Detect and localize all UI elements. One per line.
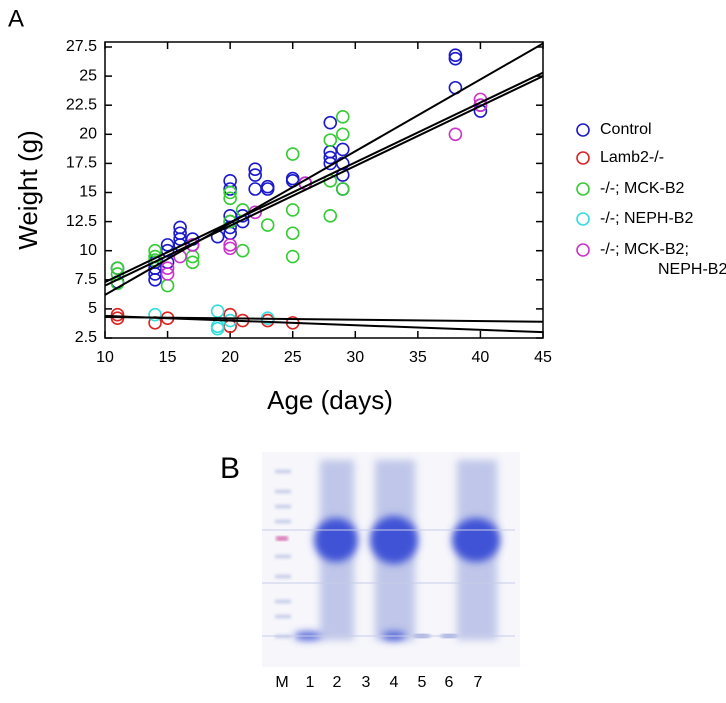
data-point	[448, 127, 463, 142]
y-tick-label: 2.5	[75, 329, 97, 346]
lane-label: 5	[418, 674, 427, 691]
data-point	[210, 304, 225, 319]
data-point	[110, 307, 125, 322]
data-point	[335, 182, 350, 196]
data-point	[148, 243, 162, 258]
lane-label: 1	[306, 674, 315, 691]
lane-labels: M 1 2 3 4 5 6 7	[275, 674, 482, 691]
data-point	[285, 203, 300, 217]
y-tick-label: 25	[79, 67, 97, 84]
data-point	[260, 218, 275, 232]
data-point	[160, 278, 175, 293]
x-tick-label: 45	[534, 349, 552, 366]
data-point	[248, 182, 262, 196]
y-tick-label: 15	[79, 184, 97, 201]
data-point	[323, 150, 338, 165]
x-tick-label: 35	[409, 349, 427, 366]
x-tick-label: 40	[472, 349, 490, 366]
y-tick-label: 17.5	[66, 155, 97, 172]
data-point	[223, 241, 237, 256]
lane-label: M	[275, 674, 288, 691]
data-point	[448, 51, 463, 66]
data-point	[335, 110, 350, 124]
legend-label: -/-; MCK-B2; NEPH-B2	[600, 241, 726, 278]
fit-line	[105, 316, 543, 323]
fit-line	[105, 71, 543, 284]
data-point	[223, 238, 237, 252]
data-point	[285, 226, 300, 241]
data-point	[185, 255, 200, 270]
x-tick-label: 25	[284, 349, 302, 366]
data-point	[110, 261, 125, 275]
lane-label: 4	[390, 674, 399, 691]
legend-marker	[576, 212, 590, 226]
x-tick-label: 15	[159, 349, 177, 366]
data-point	[223, 191, 237, 206]
legend-label: Control	[600, 121, 652, 138]
y-tick-label: 7.5	[75, 271, 97, 288]
gel-image	[262, 452, 520, 667]
legend-marker	[576, 182, 590, 196]
data-point	[235, 208, 250, 223]
y-tick-label: 10	[79, 242, 97, 259]
y-axis-label: Weight (g)	[13, 130, 43, 249]
x-tick-label: 20	[221, 349, 239, 366]
data-point	[285, 147, 300, 161]
panel-label: A	[8, 5, 24, 32]
legend-label: -/-; MCK-B2	[600, 180, 685, 197]
data-point	[185, 238, 200, 252]
y-tick-label: 22.5	[66, 96, 97, 113]
x-axis-label: Age (days)	[267, 385, 393, 415]
lane-label: 2	[333, 674, 342, 691]
data-point	[210, 321, 225, 336]
data-point	[323, 208, 338, 223]
panel-label: B	[220, 452, 240, 485]
lane-label: 7	[474, 674, 483, 691]
data-point	[235, 243, 250, 258]
fit-line	[105, 42, 543, 296]
y-tick-label: 27.5	[66, 38, 97, 55]
data-point	[160, 261, 175, 275]
data-point	[223, 182, 237, 196]
legend-marker	[576, 151, 590, 165]
lane-label: 6	[445, 674, 454, 691]
data-point	[148, 307, 162, 322]
y-tick-label: 12.5	[66, 213, 97, 230]
legend-label: -/-; NEPH-B2	[600, 210, 693, 227]
data-point	[285, 249, 300, 264]
legend-label: Lamb2-/-	[600, 149, 664, 166]
plot-frame	[104, 41, 544, 339]
x-tick-label: 10	[96, 349, 114, 366]
data-point	[448, 48, 463, 62]
data-point	[248, 168, 262, 182]
x-tick-label: 30	[346, 349, 364, 366]
legend: Control Lamb2-/- -/-; MCK-B2 -/-; NEPH-B2 -/…	[576, 121, 726, 278]
data-point	[223, 214, 237, 229]
data-point	[335, 127, 350, 142]
data-point	[260, 182, 275, 196]
data-point	[223, 185, 237, 200]
data-point	[323, 115, 338, 130]
data-point	[323, 133, 338, 147]
fit-lines	[105, 42, 543, 334]
y-tick-label: 20	[79, 126, 97, 143]
plot-area: 10 15 20 25 30 35 40 45 2.5 5 7.5 10 12.5 15 17.5 20 22.…	[66, 38, 552, 366]
fit-line	[105, 75, 543, 287]
y-tick-label: 5	[88, 300, 97, 317]
data-point	[248, 162, 262, 177]
legend-marker	[576, 123, 590, 137]
data-point	[160, 267, 175, 281]
legend-marker	[576, 243, 590, 257]
lane-label: 3	[362, 674, 371, 691]
data-point	[335, 142, 350, 157]
